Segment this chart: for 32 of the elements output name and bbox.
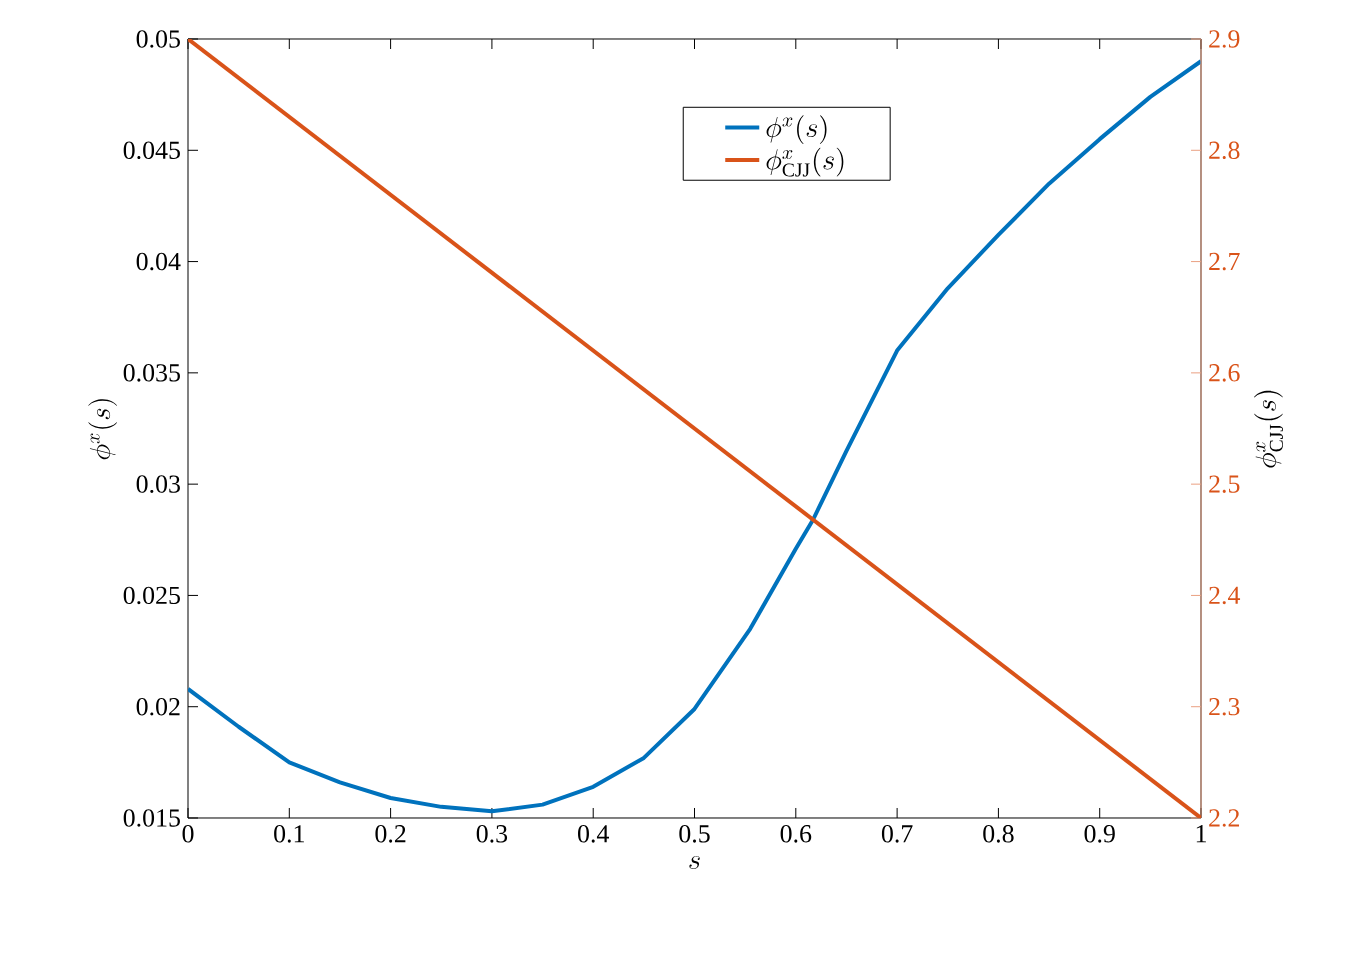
y-tick-label: 0.035: [123, 364, 180, 382]
x-tick-label: 0.6: [780, 825, 812, 843]
x-tick-label: 0.5: [679, 825, 710, 843]
x-tick-label: 1: [1196, 825, 1206, 843]
y-axis-title: $\phi^{x}(s)$: [88, 399, 118, 460]
x-tick-label: 0.1: [274, 825, 304, 843]
y2-tick-label: 2.7: [1209, 252, 1240, 271]
x-tick-label: 0.3: [476, 825, 508, 843]
y-tick-label: 0.04: [136, 252, 181, 271]
x-tick-label: 0.2: [375, 825, 406, 843]
y-tick-label: 0.045: [123, 141, 180, 160]
y2-axis-title: $\phi^{x}_{\mathrm{CJJ}}(s)$: [1254, 390, 1283, 468]
y2-tick-label: 2.9: [1209, 30, 1240, 48]
y2-tick-label: 2.8: [1209, 141, 1240, 160]
legend-label: $\phi^{x}(s)$: [766, 115, 827, 144]
x-axis-title: $s$: [689, 856, 700, 869]
y2-tick-label: 2.4: [1209, 586, 1241, 605]
x-tick-label: 0.8: [983, 825, 1014, 843]
y-tick-label: 0.02: [136, 697, 180, 716]
x-tick-label: 0.4: [578, 825, 609, 843]
x-tick-label: 0.7: [881, 825, 913, 843]
y2-tick-label: 2.3: [1209, 697, 1240, 716]
y-tick-label: 0.025: [123, 586, 180, 605]
y-tick-label: 0.05: [136, 30, 180, 48]
y2-tick-label: 2.6: [1209, 364, 1240, 382]
y-tick-label: 0.03: [136, 475, 180, 493]
x-tick-label: 0: [182, 825, 194, 843]
x-tick-label: 0.9: [1084, 825, 1115, 843]
y2-tick-label: 2.5: [1209, 475, 1240, 493]
y2-tick-label: 2.2: [1209, 809, 1240, 827]
legend-label: $\phi^{x}_{\mathrm{CJJ}}(s)$: [766, 147, 844, 177]
y-tick-label: 0.015: [123, 809, 180, 827]
